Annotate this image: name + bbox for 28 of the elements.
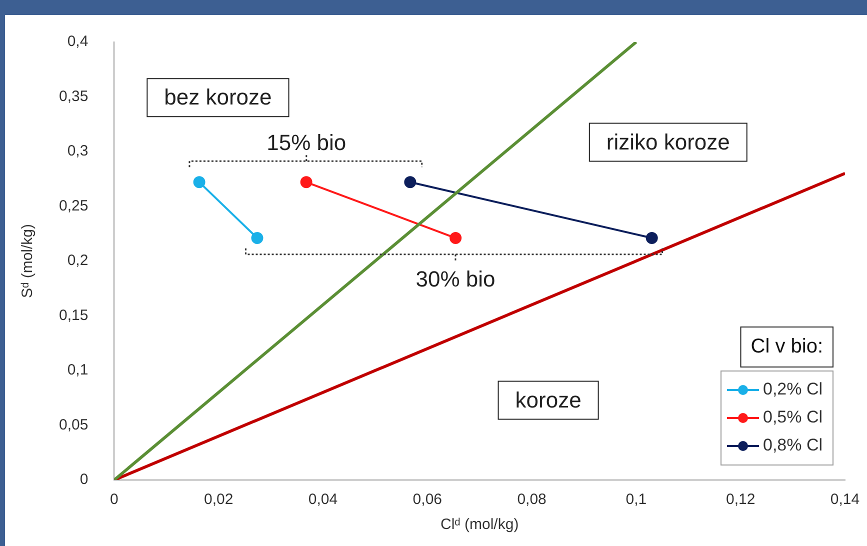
annotation: 15% bio <box>266 130 346 156</box>
y-tick-label: 0,2 <box>67 252 88 270</box>
legend-label: 0,5% Cl <box>763 408 823 427</box>
y-tick-label: 0,1 <box>67 362 88 379</box>
y-tick-label: 0,3 <box>67 142 88 160</box>
x-tick-label: 0,02 <box>204 491 234 508</box>
x-tick-label: 0 <box>110 491 118 508</box>
x-tick-label: 0,12 <box>726 491 756 508</box>
legend-title: Cl v bio: <box>750 336 824 358</box>
legend-label: 0,2% Cl <box>763 380 823 399</box>
y-tick-label: 0,35 <box>58 88 88 105</box>
y-tick-label: 0 <box>80 471 88 488</box>
y-tick-label: 0,4 <box>67 33 88 50</box>
x-tick-label: 0,1 <box>626 491 647 508</box>
annotation: riziko koroze <box>606 129 730 154</box>
annotation: koroze <box>515 387 582 412</box>
y-tick-label: 0,15 <box>58 306 88 324</box>
annotation: bez koroze <box>164 84 272 110</box>
annotation: 30% bio <box>416 266 496 292</box>
x-tick-label: 0,08 <box>517 491 546 508</box>
x-tick-label: 0,04 <box>308 491 338 508</box>
y-axis-title: Sᵈ (mol/kg) <box>19 224 36 298</box>
x-tick-label: 0,06 <box>412 491 442 508</box>
y-tick-label: 0,05 <box>58 416 88 434</box>
y-tick-label: 0,25 <box>58 197 88 214</box>
legend-label: 0,8% Cl <box>763 436 823 455</box>
x-axis-title: Clᵈ (mol/kg) <box>440 516 519 534</box>
x-tick-label: 0,14 <box>830 491 860 508</box>
